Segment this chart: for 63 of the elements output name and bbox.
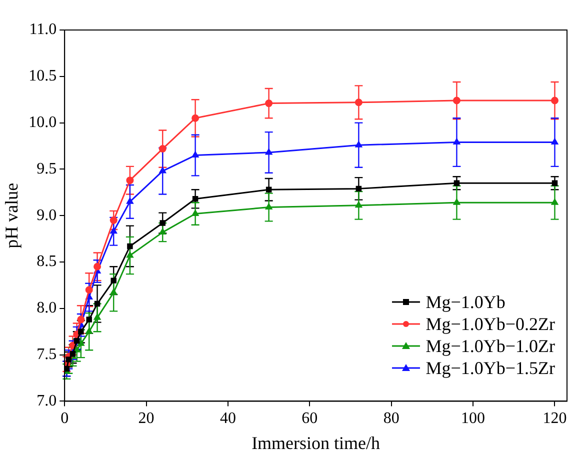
- point: [160, 220, 166, 226]
- y-tick-label: 8.5: [36, 253, 57, 270]
- point: [356, 186, 362, 192]
- point: [85, 286, 93, 294]
- point: [266, 186, 272, 192]
- point: [74, 346, 80, 352]
- point: [550, 96, 558, 104]
- x-tick-label: 80: [383, 410, 400, 428]
- point: [453, 138, 460, 145]
- point: [110, 278, 116, 284]
- point: [354, 98, 362, 106]
- point: [265, 100, 273, 108]
- x-tick-label: 120: [542, 410, 567, 428]
- y-tick-label: 7.5: [36, 346, 57, 364]
- point: [265, 204, 272, 210]
- y-tick-label: 9.5: [36, 160, 57, 178]
- point: [110, 216, 118, 224]
- y-tick-label: 9.0: [36, 206, 57, 224]
- y-tick-label: 7.0: [36, 392, 57, 410]
- point: [127, 243, 133, 250]
- point: [192, 196, 198, 202]
- y-tick-label: 11.0: [29, 21, 57, 38]
- legend-label: Mg−1.0Yb−1.5Zr: [426, 357, 555, 379]
- point: [265, 148, 272, 155]
- legend-label: Mg−1.0Yb: [426, 291, 506, 313]
- x-tick-label: 20: [138, 410, 154, 428]
- x-tick-label: 100: [461, 410, 486, 428]
- x-tick-label: 0: [60, 410, 69, 428]
- point: [551, 138, 558, 145]
- point: [551, 198, 558, 205]
- point: [78, 328, 84, 334]
- point: [126, 176, 134, 184]
- point: [192, 114, 200, 122]
- point: [159, 228, 166, 235]
- point: [126, 198, 134, 204]
- legend-label: Mg−1.0Yb−1.0Zr: [426, 335, 555, 357]
- point: [110, 288, 117, 295]
- point: [94, 262, 102, 270]
- point: [86, 328, 92, 334]
- x-tick-label: 40: [220, 410, 236, 428]
- point: [126, 252, 134, 258]
- point: [452, 96, 460, 104]
- x-tick-label: 60: [302, 410, 318, 428]
- legend-label: Mg−1.0Yb−0.2Zr: [426, 313, 555, 335]
- y-tick-label: 8.0: [36, 300, 57, 317]
- y-tick-label: 10.0: [28, 114, 57, 132]
- y-axis-title: pH value: [2, 182, 22, 248]
- point: [74, 338, 80, 344]
- point: [110, 228, 117, 234]
- point: [355, 202, 362, 208]
- point: [355, 141, 362, 148]
- point: [86, 316, 92, 322]
- point: [77, 316, 85, 324]
- x-axis-title: Immersion time/h: [252, 432, 380, 453]
- y-tick-label: 10.5: [28, 68, 57, 85]
- point: [192, 210, 199, 216]
- point: [453, 198, 460, 205]
- point: [159, 167, 166, 174]
- point: [192, 152, 199, 158]
- point: [78, 340, 84, 346]
- point: [94, 314, 101, 320]
- point: [158, 145, 166, 153]
- point: [94, 300, 100, 307]
